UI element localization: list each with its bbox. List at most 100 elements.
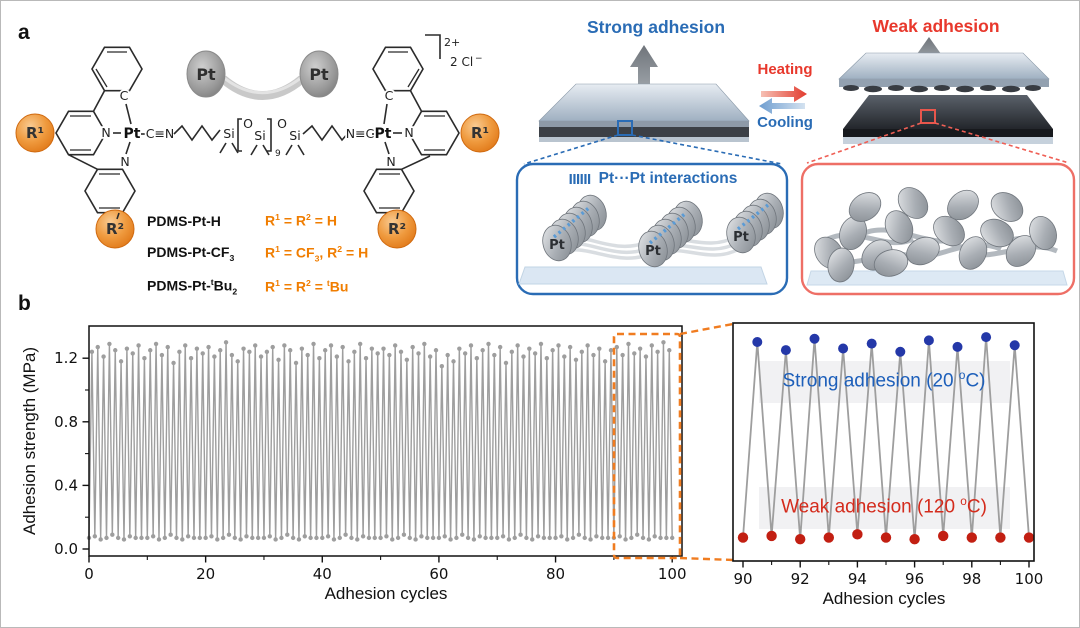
svg-text:1.2: 1.2 bbox=[54, 349, 78, 367]
compound-substituents: R1 = R2 = tBu bbox=[265, 278, 349, 295]
ordered-structure-box: Pt Pt Pt bbox=[515, 162, 789, 296]
svg-text:40: 40 bbox=[313, 565, 332, 583]
heating-label: Heating bbox=[757, 61, 813, 78]
main-x-axis-label: Adhesion cycles bbox=[324, 584, 448, 603]
zoom-callout-line bbox=[523, 134, 619, 165]
compound-substituents: R1 = R2 = H bbox=[265, 212, 337, 229]
pyridine-ring-2 bbox=[84, 168, 136, 214]
pdms-linker: C≡N Si O Si 9 O Si N≡C bbox=[141, 114, 376, 159]
bottom-slab-base bbox=[843, 137, 1053, 144]
charge-bracket bbox=[425, 34, 441, 59]
zoom-marker-square-blue bbox=[617, 120, 633, 136]
panel-a-label: a bbox=[18, 21, 30, 44]
r1-substituent-circle bbox=[15, 113, 55, 153]
svg-text:0.0: 0.0 bbox=[54, 540, 78, 558]
pt-interactions-legend: IIIIII Pt···Pt interactions bbox=[529, 170, 777, 188]
r1-label: R¹ bbox=[26, 124, 44, 142]
svg-text:94: 94 bbox=[848, 570, 867, 588]
r1-label: R¹ bbox=[471, 124, 489, 142]
charge-label: 2+ bbox=[444, 36, 460, 49]
left-pt-complex: R¹ Pt N C N R² bbox=[15, 46, 143, 249]
residue-bumps bbox=[843, 85, 1041, 93]
n-atom: N bbox=[120, 154, 129, 169]
adhesion-schematics: Pt Pt Pt bbox=[515, 37, 1076, 296]
adhesion-cycling-charts: 0 20 40 60 80 100 0.0 0.4 0.8 1.2 90 92 94 96 98 100 bbox=[54, 322, 1044, 588]
pyridine-ring-1 bbox=[408, 110, 460, 156]
c-atom: C bbox=[385, 88, 394, 103]
pt-ball-right-label: Pt bbox=[309, 65, 329, 84]
disordered-discs bbox=[814, 187, 1057, 283]
pyridine-ring-1 bbox=[55, 110, 107, 156]
strong-adhesion-annotation: Strong adhesion (20 oC) bbox=[782, 369, 986, 392]
o-atom: O bbox=[277, 116, 287, 131]
weak-adhesion-annotation: Weak adhesion (120 oC) bbox=[781, 495, 987, 518]
compound-name: PDMS-Pt-tBu2 bbox=[147, 276, 238, 297]
repeat-subscript: 9 bbox=[275, 149, 281, 159]
top-slab-face bbox=[838, 52, 1050, 80]
main-y-axis-label: Adhesion strength (MPa) bbox=[20, 346, 39, 536]
phenyl-ring bbox=[372, 46, 424, 92]
polymer-tube bbox=[220, 75, 305, 100]
pt-stack-left: Pt bbox=[542, 194, 607, 262]
svg-text:20: 20 bbox=[196, 565, 215, 583]
pt-dumbbell-cartoon: Pt Pt bbox=[186, 50, 339, 100]
pt-ball-right bbox=[299, 50, 339, 98]
compound-name: PDMS-Pt-CF3 bbox=[147, 244, 235, 263]
r2-substituent-circle bbox=[377, 209, 417, 249]
svg-text:90: 90 bbox=[733, 570, 752, 588]
r2-label: R² bbox=[388, 220, 406, 238]
weak-adhesion-illustration bbox=[806, 37, 1070, 164]
pt-center-right: Pt bbox=[375, 126, 392, 142]
svg-text:92: 92 bbox=[791, 570, 810, 588]
pt-stack-label: Pt bbox=[645, 244, 661, 259]
svg-text:60: 60 bbox=[429, 565, 448, 583]
isocyanide-right: N≡C bbox=[346, 126, 375, 141]
zoom-marker-square-red bbox=[920, 109, 936, 124]
n-atom: N bbox=[404, 125, 413, 140]
n-atom: N bbox=[386, 154, 395, 169]
pt-center-left: Pt bbox=[124, 126, 141, 142]
svg-text:0.4: 0.4 bbox=[54, 476, 78, 494]
svg-text:0.8: 0.8 bbox=[54, 413, 78, 431]
cooling-label: Cooling bbox=[757, 114, 813, 131]
pt-ball-left bbox=[186, 50, 226, 98]
panel-b-label: b bbox=[18, 292, 31, 315]
disordered-structure-box bbox=[800, 162, 1076, 296]
o-atom: O bbox=[243, 116, 253, 131]
pt-interactions-label: Pt···Pt interactions bbox=[598, 170, 738, 187]
molecule-structure: Pt Pt R¹ Pt N C N R² bbox=[15, 34, 500, 249]
platform bbox=[518, 266, 768, 285]
stacking-marks: IIIIII bbox=[568, 170, 592, 188]
heating-arrow-right bbox=[761, 86, 807, 102]
pt-stack-middle: Pt bbox=[638, 200, 703, 268]
slab-top-face bbox=[538, 83, 750, 122]
heating-cooling-arrows bbox=[759, 86, 807, 114]
svg-text:0: 0 bbox=[84, 565, 94, 583]
pyridine-ring-2 bbox=[363, 168, 415, 214]
counterion-sign: − bbox=[475, 54, 483, 64]
si-atom: Si bbox=[289, 128, 300, 143]
zoom-callout-line bbox=[934, 122, 1070, 164]
zoom-callout-line bbox=[806, 122, 922, 164]
compound-legend: PDMS-Pt-H R1 = R2 = H PDMS-Pt-CF3 R1 = C… bbox=[147, 204, 368, 303]
compound-row: PDMS-Pt-H R1 = R2 = H bbox=[147, 204, 368, 237]
slab-base bbox=[539, 137, 749, 142]
si-atom: Si bbox=[223, 126, 234, 141]
isocyanide-left: C≡N bbox=[146, 126, 175, 141]
right-pt-complex: R¹ Pt N C N R² 2+ 2 Cl − bbox=[363, 34, 500, 249]
pt-stack-label: Pt bbox=[733, 230, 749, 245]
svg-text:100: 100 bbox=[1015, 570, 1044, 588]
compound-row: PDMS-Pt-tBu2 R1 = R2 = tBu bbox=[147, 270, 368, 303]
compound-row: PDMS-Pt-CF3 R1 = CF3, R2 = H bbox=[147, 237, 368, 270]
bottom-slab-front bbox=[843, 129, 1053, 137]
compound-substituents: R1 = CF3, R2 = H bbox=[265, 243, 369, 264]
r1-substituent-circle bbox=[460, 113, 500, 153]
polymer-tube-highlight bbox=[222, 75, 303, 95]
strong-adhesion-illustration bbox=[523, 45, 783, 165]
strong-adhesion-title: Strong adhesion bbox=[586, 17, 726, 37]
pt-stack-label: Pt bbox=[549, 238, 565, 253]
zoom-callout-line bbox=[631, 134, 783, 165]
compound-name: PDMS-Pt-H bbox=[147, 212, 221, 229]
c-atom: C bbox=[120, 88, 129, 103]
inset-x-axis-label: Adhesion cycles bbox=[822, 589, 946, 608]
